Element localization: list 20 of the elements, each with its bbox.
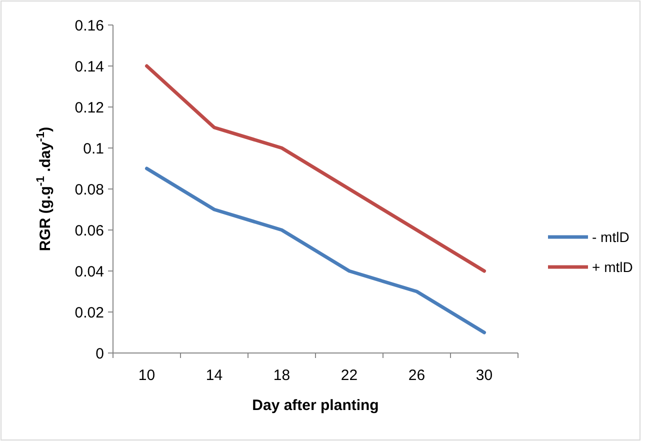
- x-tick-label: 18: [273, 367, 290, 384]
- y-tick-label: 0.04: [74, 263, 104, 280]
- legend-label: + mtlD: [592, 258, 633, 275]
- legend-label: - mtlD: [592, 228, 630, 245]
- y-tick-label: 0.06: [74, 222, 104, 240]
- x-tick-label: 10: [138, 367, 156, 384]
- y-tick-label: 0.02: [74, 304, 104, 322]
- x-axis-title: Day after planting: [252, 397, 379, 414]
- x-tick-label: 22: [340, 367, 358, 384]
- y-tick-label: 0.14: [74, 58, 104, 76]
- y-tick-label: 0.12: [74, 99, 104, 116]
- y-tick-label: 0.08: [74, 181, 104, 198]
- line-series: [145, 64, 486, 273]
- y-tick-label: 0: [96, 345, 104, 362]
- x-tick-label: 30: [476, 367, 493, 384]
- y-tick-label: 0.1: [83, 140, 104, 158]
- line-series: [145, 166, 486, 334]
- y-tick-label: 0.16: [74, 17, 104, 34]
- x-tick-label: 14: [206, 367, 223, 384]
- x-tick-label: 26: [408, 367, 426, 384]
